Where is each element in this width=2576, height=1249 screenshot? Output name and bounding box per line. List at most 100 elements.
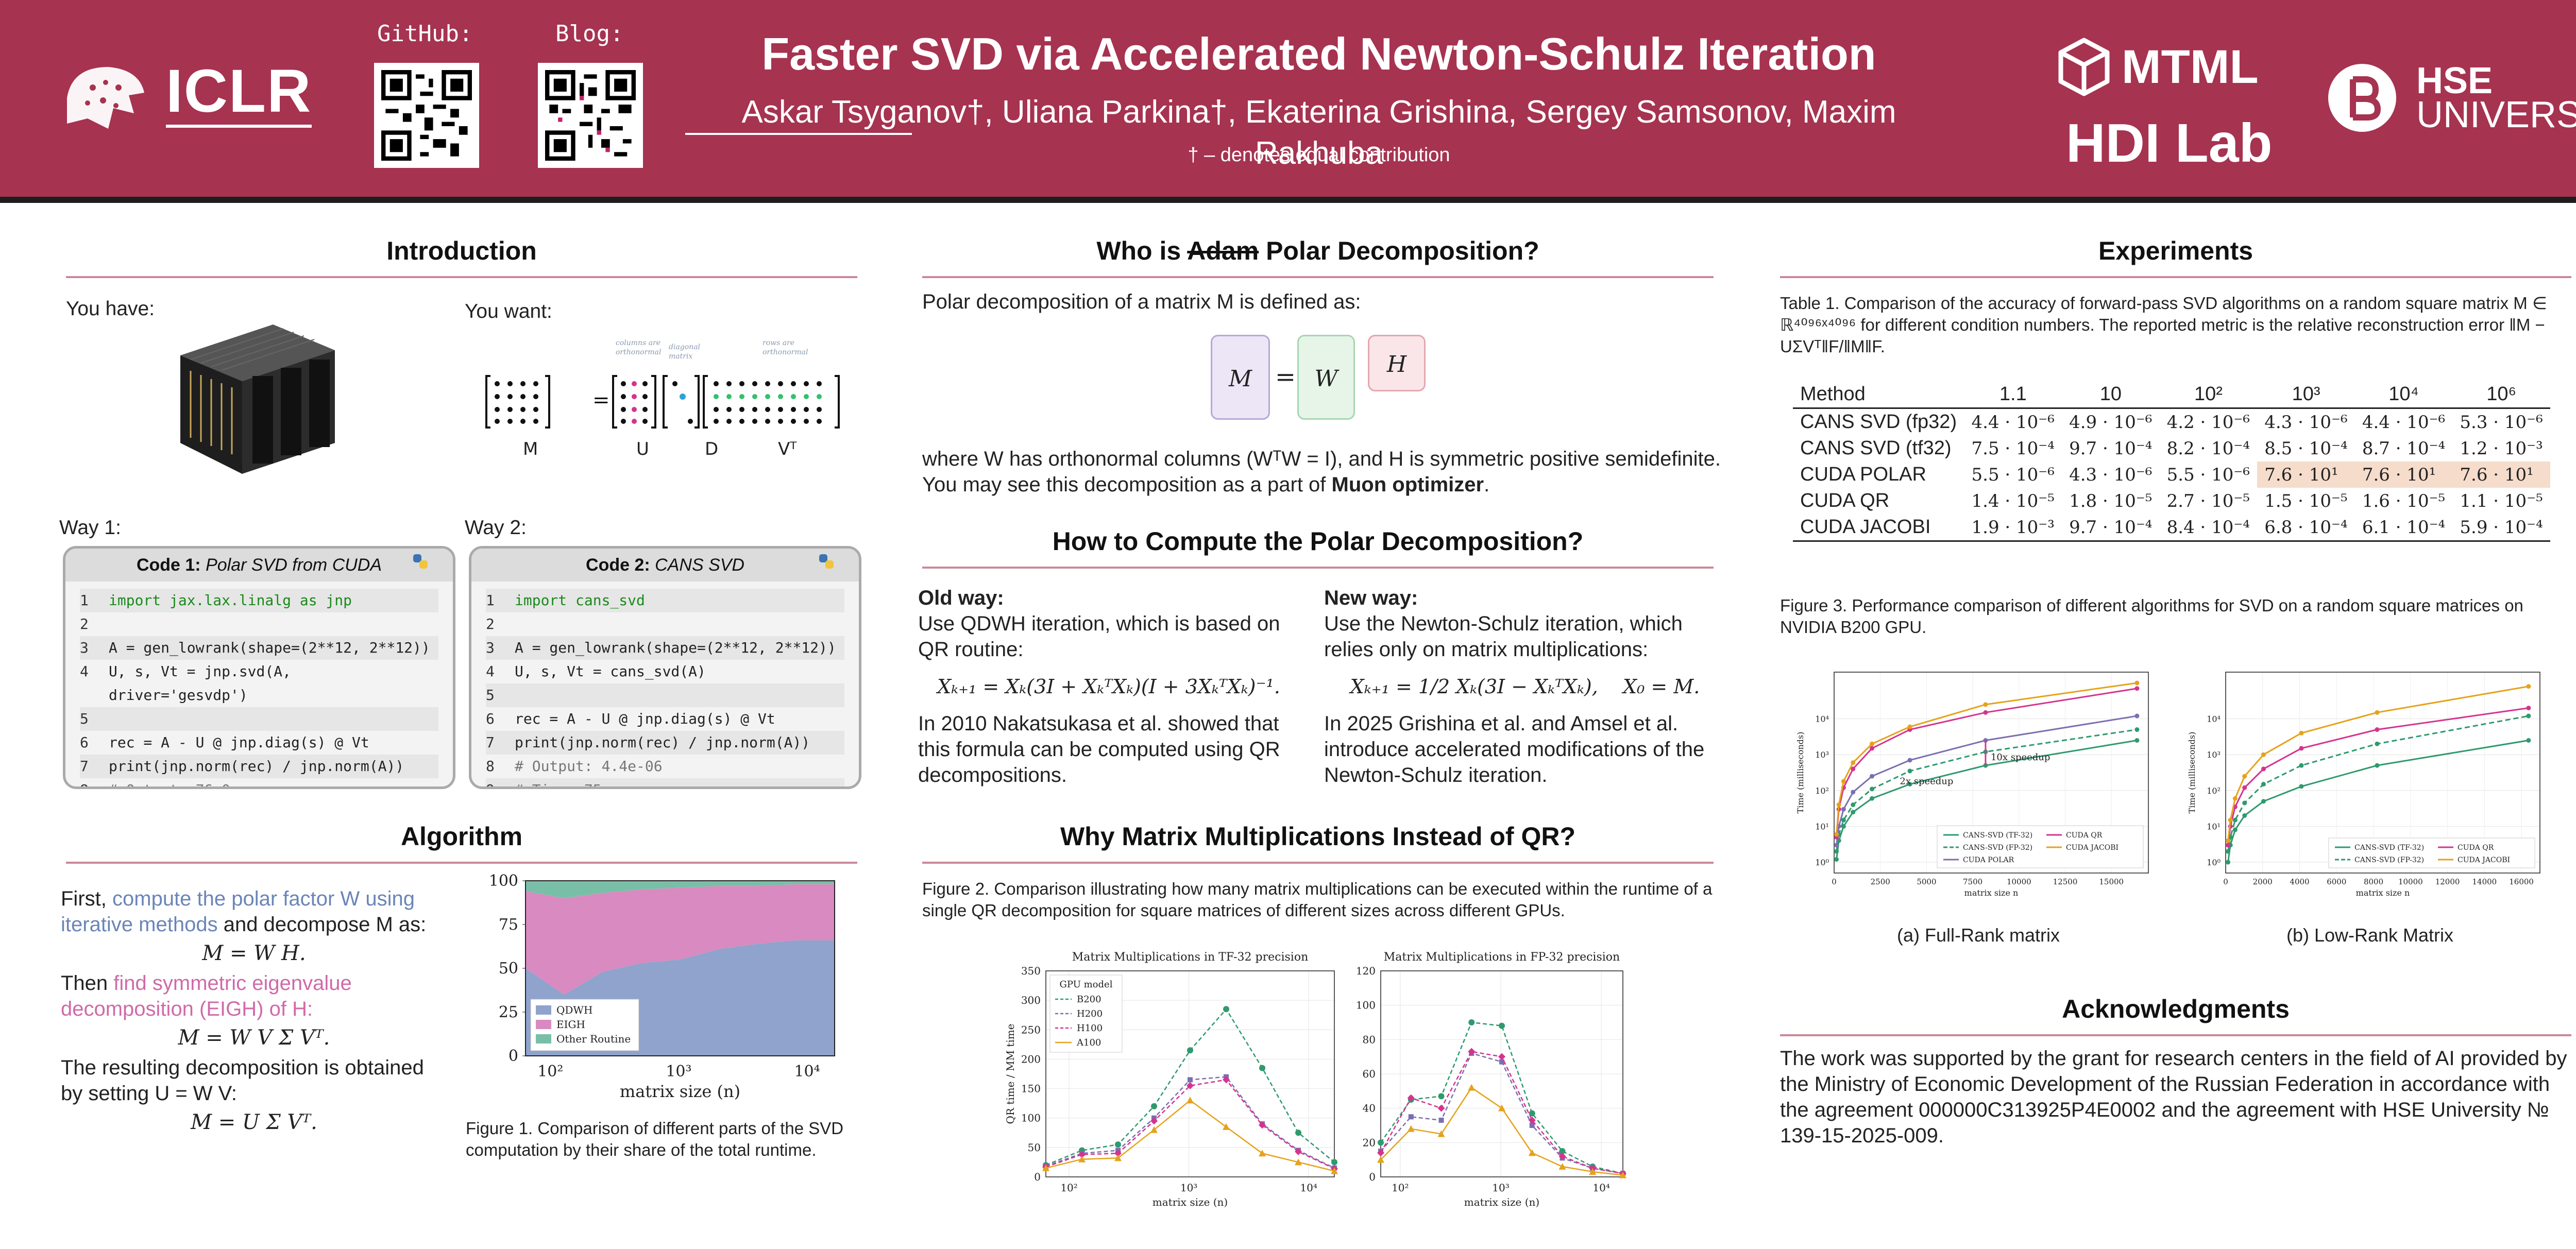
table-caption: Table 1. Comparison of the accuracy of f… <box>1780 294 2547 356</box>
data-point <box>1187 1097 1194 1104</box>
svg-text:=: = <box>592 388 610 412</box>
table-cell: 4.4 · 10⁻⁶ <box>2362 412 2446 433</box>
table-header: 10 <box>2062 381 2160 409</box>
y-tick-label: 350 <box>1021 965 1041 977</box>
experiments-title: Experiments <box>2098 236 2253 265</box>
polar-title: Who is Adam Polar Decomposition? <box>1096 236 1539 265</box>
y-tick-label: 0 <box>1369 1171 1376 1183</box>
x-tick-label: 16000 <box>2509 877 2534 886</box>
conference-name: ICLR <box>166 58 312 128</box>
data-point <box>1834 849 1839 854</box>
section-divider <box>1780 1034 2571 1036</box>
data-point <box>1869 786 1874 792</box>
series-line-h200 <box>1380 1052 1623 1174</box>
table-cell: 1.6 · 10⁻⁵ <box>2362 490 2446 511</box>
matrix-label-u: U <box>636 439 649 459</box>
series-line <box>2227 715 2529 852</box>
data-point <box>1468 1048 1476 1055</box>
qr-code-icon <box>381 70 472 161</box>
data-point <box>1559 1148 1566 1154</box>
y-tick-label: 60 <box>1363 1068 1376 1080</box>
code-line: 4 U, s, Vt = jnp.svd(A, driver='gesvdp') <box>80 663 291 704</box>
data-point <box>1259 1065 1265 1071</box>
y-tick-label: 10² <box>2207 786 2221 796</box>
data-point <box>1529 1123 1535 1128</box>
table-row: CUDA POLAR 5.5 · 10⁻⁶ 4.3 · 10⁻⁶ 5.5 · 10⁻⁶… <box>1793 461 2550 488</box>
x-tick-label: 10000 <box>2398 877 2423 886</box>
python-icon <box>413 554 428 569</box>
blog-qr-code[interactable] <box>538 63 643 168</box>
data-point <box>2375 741 2380 746</box>
table-row: CUDA QR 1.4 · 10⁻⁵ 1.8 · 10⁻⁵ 2.7 · 10⁻⁵ 1.5… <box>1793 488 2550 514</box>
lab-name-mtml: MTML <box>2122 41 2259 93</box>
intro-title: Introduction <box>386 236 537 265</box>
data-point <box>1151 1103 1157 1109</box>
y-tick-label: 10² <box>1815 786 1829 796</box>
area-eigh <box>526 884 835 995</box>
data-point <box>2375 710 2380 715</box>
data-point <box>1259 1150 1266 1157</box>
x-tick-label: 15000 <box>2099 877 2124 886</box>
lab-name-hdi: HDI Lab <box>2066 113 2273 174</box>
figure3-caption: Figure 3. Performance comparison of diff… <box>1780 596 2523 637</box>
algorithm-title: Algorithm <box>400 822 523 851</box>
data-point <box>2526 713 2531 718</box>
data-point <box>1115 1141 1121 1148</box>
data-point <box>2299 730 2304 735</box>
table-header: Method <box>1793 381 1964 409</box>
legend-label: CANS-SVD (TF-32) <box>2354 844 2424 852</box>
data-point <box>1407 1125 1415 1132</box>
svg-text:orthonormal: orthonormal <box>762 348 808 356</box>
box-h: H <box>1368 335 1426 391</box>
data-point <box>2261 752 2266 757</box>
section-divider <box>1780 276 2571 278</box>
table-cell: 8.2 · 10⁻⁴ <box>2166 438 2250 459</box>
data-point <box>1187 1047 1193 1054</box>
legend-title: GPU model <box>1060 979 1113 990</box>
way1-label: Way 1: <box>59 517 121 539</box>
data-point <box>1851 760 1856 765</box>
table-cell: 4.2 · 10⁻⁶ <box>2166 412 2250 433</box>
data-point <box>2261 766 2266 772</box>
code-line: 1 import cans_svd <box>486 589 844 612</box>
cube-icon <box>2058 38 2110 96</box>
code-block-1[interactable]: Code 1: Polar SVD from CUDA 1 import jax.… <box>63 546 455 789</box>
code-block-2[interactable]: Code 2: CANS SVD 1 import cans_svd 2 3 A = g… <box>469 546 861 789</box>
y-tick-label: 50 <box>1028 1141 1041 1154</box>
data-point <box>2232 827 2238 832</box>
code-line: 2 <box>80 615 89 632</box>
data-point <box>1187 1082 1194 1089</box>
y-tick-label: 100 <box>1021 1112 1041 1124</box>
equation: Xₖ₊₁ = Xₖ(3I + XₖᵀXₖ)(I + 3XₖᵀXₖ)⁻¹. <box>937 675 1280 698</box>
table-cell: 6.8 · 10⁻⁴ <box>2257 514 2355 542</box>
legend: QDWH EIGH Other Routine <box>530 999 639 1051</box>
data-point <box>1869 796 1874 801</box>
table-cell: 6.1 · 10⁻⁴ <box>2354 514 2453 542</box>
code-line: 5 <box>80 707 438 731</box>
x-axis-label: matrix size n <box>2356 888 2410 898</box>
x-axis-label: matrix size (n) <box>1464 1196 1539 1208</box>
legend-swatch <box>536 1034 551 1043</box>
table-row: CANS SVD (fp32) 4.4 · 10⁻⁶ 4.9 · 10⁻⁶ 4.2 ·… <box>1793 408 2550 436</box>
section-divider <box>922 862 1714 864</box>
x-tick-label: 10³ <box>1180 1182 1197 1194</box>
area-other-routine <box>526 881 835 898</box>
legend-label: Other Routine <box>556 1033 631 1045</box>
annotation-label: 10x speedup <box>1991 752 2050 763</box>
data-point <box>2526 738 2531 743</box>
data-point <box>1841 807 1846 812</box>
legend-label: H100 <box>1077 1023 1103 1034</box>
contribution-note: † – denotes equal contribution <box>1188 144 1450 166</box>
legend-label: H200 <box>1077 1008 1103 1019</box>
data-point <box>1499 1059 1504 1065</box>
table-row: CANS SVD (tf32) 7.5 · 10⁻⁴ 9.7 · 10⁻⁴ 8.2 ·… <box>1793 435 2550 461</box>
table-cell: 9.7 · 10⁻⁴ <box>2062 514 2160 542</box>
code-line: 2 <box>486 615 495 632</box>
x-tick-label: 10² <box>1392 1182 1409 1194</box>
you-want-label: You want: <box>465 300 552 322</box>
github-qr-code[interactable] <box>374 63 479 168</box>
data-point <box>1468 1084 1476 1091</box>
data-point <box>2226 843 2231 848</box>
y-tick-label: 150 <box>1021 1083 1041 1095</box>
results-table: Method 1.1 10 10² 10³ 10⁴ 10⁶ CANS SVD (fp32) 4.… <box>1793 381 2550 542</box>
